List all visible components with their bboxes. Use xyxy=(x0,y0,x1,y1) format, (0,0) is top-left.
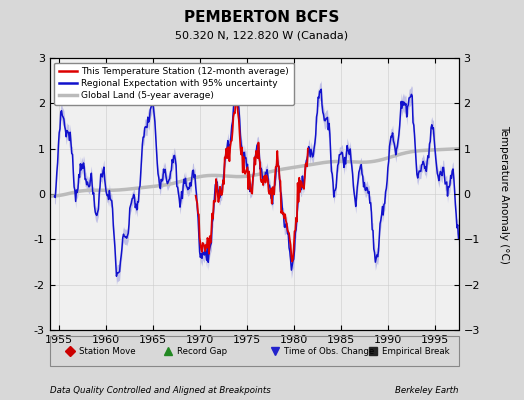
Text: PEMBERTON BCFS: PEMBERTON BCFS xyxy=(184,10,340,25)
Text: 50.320 N, 122.820 W (Canada): 50.320 N, 122.820 W (Canada) xyxy=(176,30,348,40)
Text: Data Quality Controlled and Aligned at Breakpoints: Data Quality Controlled and Aligned at B… xyxy=(50,386,270,395)
Legend: This Temperature Station (12-month average), Regional Expectation with 95% uncer: This Temperature Station (12-month avera… xyxy=(54,62,293,105)
Text: Berkeley Earth: Berkeley Earth xyxy=(395,386,458,395)
Y-axis label: Temperature Anomaly (°C): Temperature Anomaly (°C) xyxy=(499,124,509,264)
Text: Time of Obs. Change: Time of Obs. Change xyxy=(283,346,374,356)
Text: Record Gap: Record Gap xyxy=(177,346,227,356)
Text: Empirical Break: Empirical Break xyxy=(381,346,449,356)
Text: Station Move: Station Move xyxy=(79,346,136,356)
